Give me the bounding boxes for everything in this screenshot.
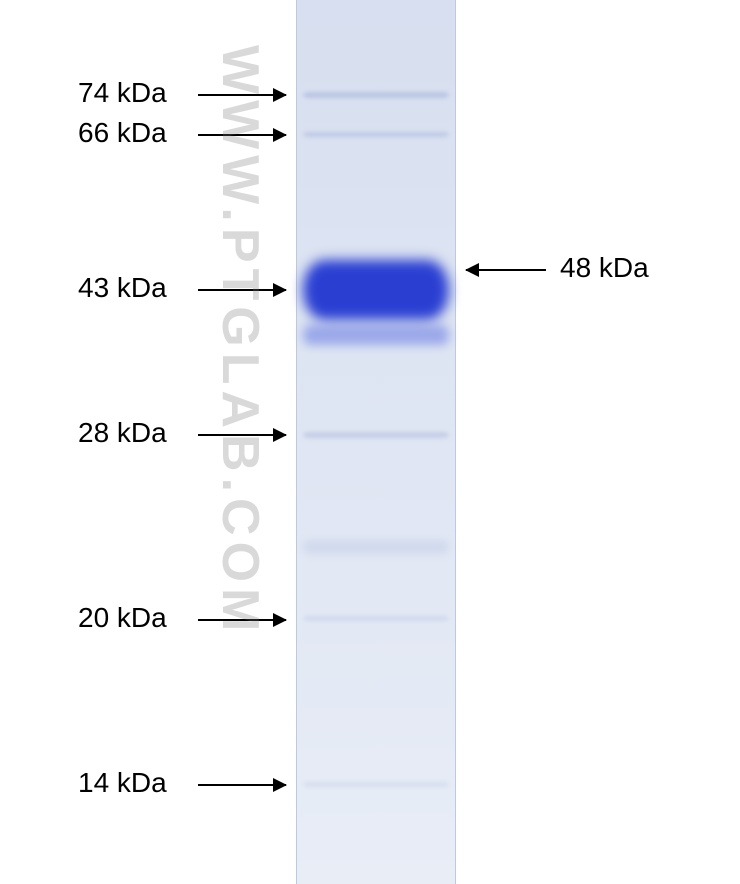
marker-arrow-icon [198,784,286,786]
target-arrow-icon [466,269,546,271]
target-band-label: 48 kDa [560,252,649,284]
marker-label: 74 kDa [78,77,167,109]
marker-arrow-icon [198,434,286,436]
marker-label: 66 kDa [78,117,167,149]
band-ladder-20 [303,616,449,621]
band-ladder-28 [303,432,449,438]
marker-arrow-icon [198,94,286,96]
band-faint-mid [303,540,449,554]
marker-label: 28 kDa [78,417,167,449]
marker-arrow-icon [198,289,286,291]
marker-arrow-icon [198,619,286,621]
band-target-48 [303,260,449,320]
gel-lane [296,0,456,884]
band-target-shadow [303,325,449,345]
marker-label: 43 kDa [78,272,167,304]
band-ladder-66 [303,132,449,137]
marker-label: 20 kDa [78,602,167,634]
marker-arrow-icon [198,134,286,136]
marker-label: 14 kDa [78,767,167,799]
band-ladder-14 [303,782,449,787]
gel-figure: 74 kDa 66 kDa 43 kDa 28 kDa 20 kDa 14 kDa 48 … [0,0,740,884]
band-ladder-74 [303,92,449,98]
